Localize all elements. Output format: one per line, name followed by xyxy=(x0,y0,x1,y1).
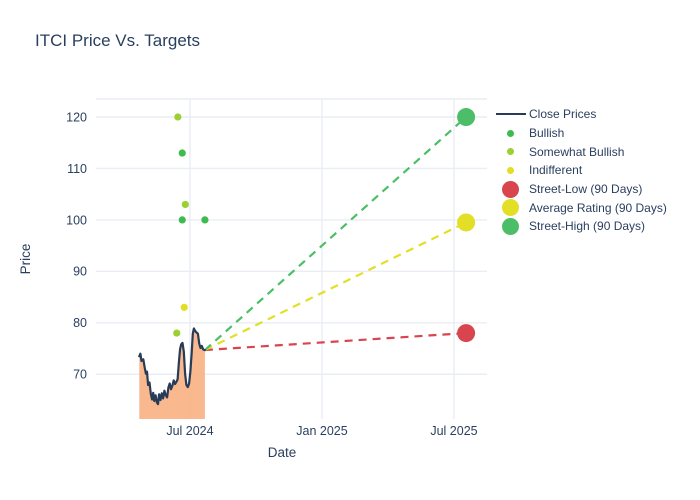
target-line-street-high[interactable] xyxy=(204,116,467,351)
target-marker-average[interactable] xyxy=(457,213,476,232)
y-tick-label: 110 xyxy=(67,162,87,176)
x-tick-label: Jan 2025 xyxy=(296,424,347,438)
legend-label: Street-High (90 Days) xyxy=(529,219,646,234)
somewhat-bullish-marker-icon xyxy=(507,148,514,156)
y-tick-label: 80 xyxy=(73,316,87,330)
legend-dot-swatch xyxy=(492,180,529,198)
legend-dot-swatch xyxy=(492,166,529,174)
rating-dot-somewhat-bullish[interactable] xyxy=(181,200,189,209)
rating-dot-bullish[interactable] xyxy=(178,149,186,157)
legend-item-street-low[interactable]: Street-Low (90 Days) xyxy=(492,180,667,199)
legend-dot-swatch xyxy=(492,129,529,137)
y-tick-label: 70 xyxy=(73,368,87,382)
indifferent-marker-icon xyxy=(507,166,514,174)
legend-label: Close Prices xyxy=(529,107,597,122)
x-axis-title: Date xyxy=(268,445,297,460)
target-line-average[interactable] xyxy=(204,221,467,352)
chart-legend: Close Prices Bullish Somewhat Bullish Indif… xyxy=(492,105,667,236)
close-prices-marker-icon xyxy=(495,113,526,116)
legend-label: Bullish xyxy=(529,126,565,141)
legend-label: Indifferent xyxy=(529,163,583,178)
legend-label: Average Rating (90 Days) xyxy=(529,200,667,215)
legend-label: Somewhat Bullish xyxy=(529,144,625,159)
y-tick-label: 90 xyxy=(73,265,87,279)
x-tick-label: Jul 2025 xyxy=(430,424,477,438)
average-rating-marker-icon xyxy=(502,199,519,217)
y-axis-title: Price xyxy=(18,244,33,275)
rating-dot-indifferent[interactable] xyxy=(180,303,188,311)
legend-dot-swatch xyxy=(492,199,529,217)
street-low-marker-icon xyxy=(502,180,519,198)
legend-item-bullish[interactable]: Bullish xyxy=(492,124,667,143)
bullish-marker-icon xyxy=(507,129,514,137)
x-tick-label: Jul 2024 xyxy=(166,424,213,438)
target-marker-street-low[interactable] xyxy=(457,324,476,343)
y-tick-label: 120 xyxy=(66,110,87,124)
legend-label: Street-Low (90 Days) xyxy=(529,182,643,197)
legend-item-somewhat-bullish[interactable]: Somewhat Bullish xyxy=(492,142,667,161)
target-marker-street-high[interactable] xyxy=(457,108,476,127)
rating-dot-bullish[interactable] xyxy=(178,216,186,224)
rating-dot-somewhat-bullish[interactable] xyxy=(173,329,181,337)
chart-title: ITCI Price Vs. Targets xyxy=(35,31,201,50)
close-price-line[interactable] xyxy=(138,327,206,406)
legend-dot-swatch xyxy=(492,217,529,235)
legend-item-indifferent[interactable]: Indifferent xyxy=(492,161,667,180)
legend-item-average-rating[interactable]: Average Rating (90 Days) xyxy=(492,198,667,217)
target-line-street-low[interactable] xyxy=(204,331,467,352)
legend-dot-swatch xyxy=(492,148,529,156)
legend-item-street-high[interactable]: Street-High (90 Days) xyxy=(492,217,667,236)
street-high-marker-icon xyxy=(502,217,519,235)
y-tick-label: 100 xyxy=(66,213,87,227)
legend-item-close-prices[interactable]: Close Prices xyxy=(492,105,667,124)
rating-dot-somewhat-bullish[interactable] xyxy=(174,113,182,121)
rating-dot-bullish[interactable] xyxy=(201,216,209,224)
legend-line-swatch xyxy=(492,113,529,116)
